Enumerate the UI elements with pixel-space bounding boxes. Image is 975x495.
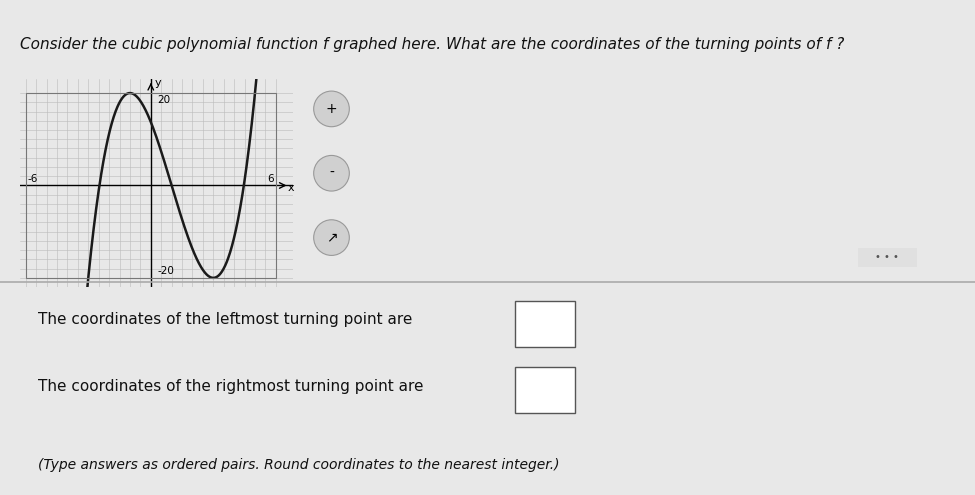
FancyBboxPatch shape xyxy=(855,247,919,268)
Circle shape xyxy=(314,220,349,255)
Text: (Type answers as ordered pairs. Round coordinates to the nearest integer.): (Type answers as ordered pairs. Round co… xyxy=(38,458,560,472)
Text: 6: 6 xyxy=(267,174,274,184)
Text: -: - xyxy=(330,166,333,180)
Text: x: x xyxy=(288,183,294,193)
Text: The coordinates of the leftmost turning point are: The coordinates of the leftmost turning … xyxy=(38,312,412,327)
Circle shape xyxy=(314,91,349,127)
Text: ↗: ↗ xyxy=(326,231,337,245)
Text: The coordinates of the rightmost turning point are: The coordinates of the rightmost turning… xyxy=(38,379,423,394)
Circle shape xyxy=(314,155,349,191)
Text: 20: 20 xyxy=(157,96,171,105)
Text: +: + xyxy=(326,102,337,116)
Bar xyxy=(25,93,276,278)
FancyBboxPatch shape xyxy=(515,367,575,413)
FancyBboxPatch shape xyxy=(515,301,575,346)
Text: -20: -20 xyxy=(157,265,174,276)
Text: -6: -6 xyxy=(28,174,38,184)
Text: y: y xyxy=(155,78,162,88)
Text: Consider the cubic polynomial function f graphed here. What are the coordinates : Consider the cubic polynomial function f… xyxy=(20,37,844,52)
Text: • • •: • • • xyxy=(876,252,899,262)
